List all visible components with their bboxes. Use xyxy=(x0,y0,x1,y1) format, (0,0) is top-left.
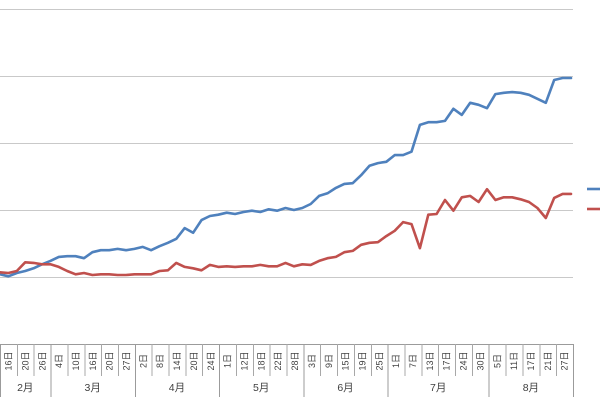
month-label: 4月 xyxy=(169,382,185,394)
x-tick-label: 21日 xyxy=(543,351,553,370)
x-tick-label: 27日 xyxy=(122,351,132,370)
x-tick-label: 1日 xyxy=(391,354,401,368)
x-tick-label: 2日 xyxy=(138,354,148,368)
x-tick-label: 10日 xyxy=(71,351,81,370)
x-tick-label: 5日 xyxy=(492,354,502,368)
month-label: 3月 xyxy=(85,382,101,394)
x-tick-label: 17日 xyxy=(442,351,452,370)
x-tick-label: 19日 xyxy=(357,351,367,370)
x-tick-label: 15日 xyxy=(341,351,351,370)
legend-clipped xyxy=(587,187,600,211)
x-tick-label: 1日 xyxy=(223,354,233,368)
x-tick-label: 17日 xyxy=(526,351,536,370)
x-tick-label: 16日 xyxy=(88,351,98,370)
x-tick-label: 22日 xyxy=(273,351,283,370)
month-labels: 2月 3月 4月 5月 6月 7月 8月 xyxy=(17,382,539,394)
x-tick-label: 12日 xyxy=(240,351,250,370)
x-tick-label: 20日 xyxy=(20,351,30,370)
month-label: 6月 xyxy=(337,382,353,394)
gridlines xyxy=(0,9,573,278)
x-tick-label: 7日 xyxy=(408,354,418,368)
series-lines xyxy=(0,76,573,278)
x-tick-labels: 16日 20日 26日 4日 10日 16日 20日 27日 2日 8日 14日 20日 24日 1日 12… xyxy=(4,351,570,370)
x-tick-label: 26日 xyxy=(37,351,47,370)
x-tick-label: 18日 xyxy=(256,351,266,370)
x-tick-label: 4日 xyxy=(54,354,64,368)
month-label: 5月 xyxy=(253,382,269,394)
x-tick-label: 9日 xyxy=(324,354,334,368)
month-label: 7月 xyxy=(430,382,446,394)
x-tick-label: 24日 xyxy=(459,351,469,370)
x-tick-label: 30日 xyxy=(475,351,485,370)
x-tick-label: 24日 xyxy=(206,351,216,370)
x-axis xyxy=(0,344,574,397)
month-label: 2月 xyxy=(17,382,33,394)
x-tick-label: 8日 xyxy=(155,354,165,368)
month-label: 8月 xyxy=(523,382,539,394)
series-line-series-blue xyxy=(0,76,573,278)
x-tick-label: 20日 xyxy=(189,351,199,370)
series-line-series-red xyxy=(0,187,573,277)
x-tick-label: 3日 xyxy=(307,354,317,368)
x-tick-label: 25日 xyxy=(374,351,384,370)
x-tick-label: 13日 xyxy=(425,351,435,370)
x-tick-label: 11日 xyxy=(509,352,519,370)
x-tick-label: 28日 xyxy=(290,351,300,370)
x-tick-label: 27日 xyxy=(560,351,570,370)
x-tick-label: 16日 xyxy=(4,351,14,370)
x-tick-label: 20日 xyxy=(105,351,115,370)
x-tick-label: 14日 xyxy=(172,351,182,370)
